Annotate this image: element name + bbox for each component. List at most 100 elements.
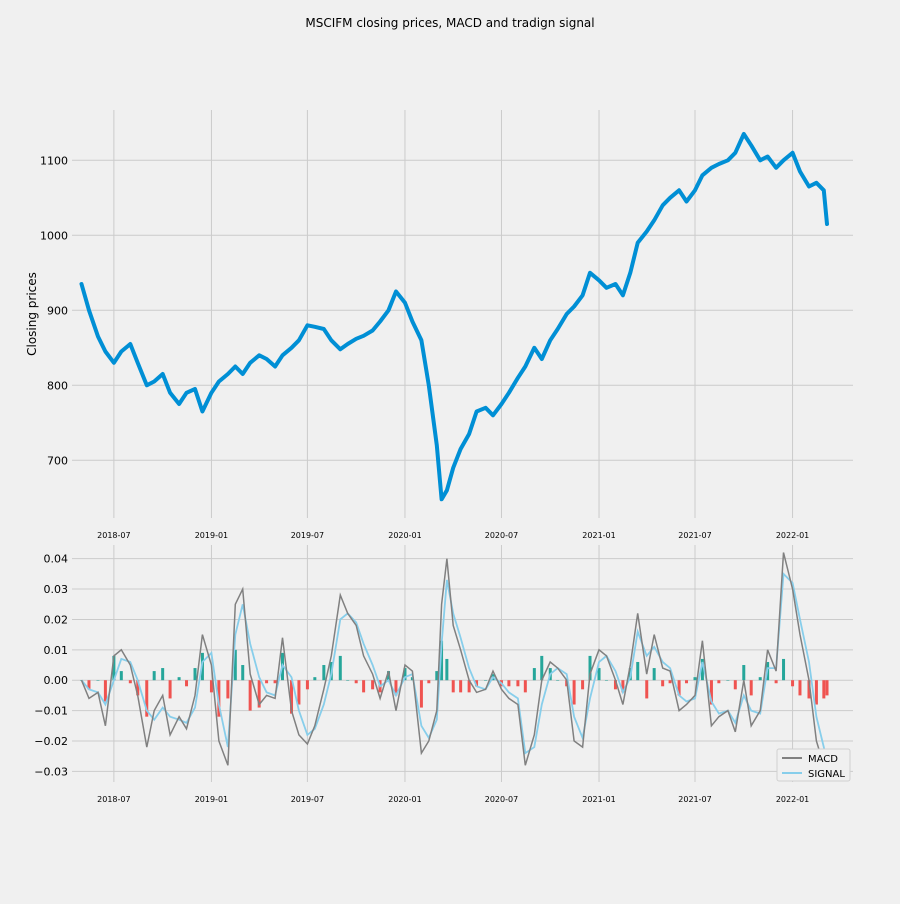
histogram-bar [726, 680, 730, 681]
histogram-bar [516, 680, 520, 687]
price-y-tick-label: 1000 [40, 229, 68, 242]
histogram-bar [387, 671, 391, 681]
histogram-bar [427, 680, 431, 684]
histogram-bar [313, 677, 317, 681]
histogram-bar [177, 677, 181, 681]
macd-x-tick-label: 2019-07 [291, 795, 324, 804]
histogram-bar [556, 680, 560, 681]
histogram-bar [248, 680, 252, 711]
histogram-bar [297, 680, 301, 705]
macd-y-tick-label: −0.01 [34, 705, 68, 718]
legend-label-signal: SIGNAL [808, 769, 845, 780]
histogram-bar [152, 671, 156, 681]
histogram-bar [572, 680, 576, 705]
histogram-bar [825, 680, 829, 696]
signal-line [80, 571, 828, 763]
histogram-bar [233, 649, 237, 681]
histogram-bar [241, 665, 245, 681]
histogram-bar [371, 680, 375, 690]
macd-x-tick-label: 2020-01 [388, 795, 421, 804]
histogram-bar [523, 680, 527, 693]
price-y-tick-label: 1100 [40, 154, 68, 167]
histogram-bar [305, 680, 309, 690]
price-y-tick-label: 700 [47, 454, 68, 467]
histogram-bar [693, 677, 697, 681]
histogram-bar [265, 680, 269, 684]
price-x-tick-label: 2021-01 [582, 531, 615, 540]
histogram-bar [435, 671, 439, 681]
histogram-bar [209, 680, 213, 693]
histogram-bar [661, 680, 665, 687]
histogram-bar [193, 668, 197, 681]
histogram-bar [749, 680, 753, 696]
macd-x-tick-label: 2021-01 [582, 795, 615, 804]
histogram-bar [645, 680, 649, 699]
macd-y-tick-label: −0.03 [34, 765, 68, 778]
histogram-bar [652, 668, 656, 681]
figure-title: MSCIFM closing prices, MACD and tradign … [305, 16, 595, 30]
price-y-tick-label: 800 [47, 379, 68, 392]
macd-x-tick-label: 2018-07 [97, 795, 130, 804]
histogram-bar [677, 680, 681, 696]
macd-x-tick-label: 2020-07 [485, 795, 518, 804]
histogram-bar [774, 680, 778, 684]
histogram-bar [419, 680, 423, 708]
macd-y-tick-label: 0.00 [44, 674, 69, 687]
histogram-bar [709, 680, 713, 705]
macd-y-tick-label: 0.01 [44, 644, 69, 657]
macd-x-tick-label: 2019-01 [195, 795, 228, 804]
price-y-tick-label: 900 [47, 304, 68, 317]
histogram-bar [354, 680, 358, 684]
histogram-bar [322, 665, 326, 681]
price-x-tick-label: 2021-07 [678, 531, 711, 540]
histogram-bar [581, 680, 585, 690]
histogram-bar [822, 680, 826, 699]
price-x-tick-label: 2020-01 [388, 531, 421, 540]
price-x-tick-label: 2019-07 [291, 531, 324, 540]
histogram-bar [484, 680, 488, 681]
histogram-bar [273, 680, 277, 684]
histogram-bar [733, 680, 737, 690]
histogram-bar [145, 680, 149, 717]
macd-x-tick-label: 2022-01 [776, 795, 809, 804]
histogram-bar [742, 665, 746, 681]
macd-x-tick-label: 2021-07 [678, 795, 711, 804]
price-x-tick-label: 2020-07 [485, 531, 518, 540]
histogram-bar [685, 680, 689, 684]
histogram-bar [103, 680, 107, 702]
macd-y-tick-label: 0.04 [44, 553, 69, 566]
histogram-bar [758, 677, 762, 681]
histogram-bar [613, 680, 617, 690]
macd-line [80, 552, 828, 778]
histogram-bar [346, 680, 350, 681]
histogram-bar [475, 680, 479, 687]
histogram-bar [87, 680, 91, 690]
histogram-bar [588, 655, 592, 681]
legend-label-macd: MACD [808, 754, 838, 765]
macd-y-tick-label: −0.02 [34, 735, 68, 748]
histogram-bar [338, 655, 342, 681]
histogram-bar [668, 680, 672, 684]
histogram-bar [807, 680, 811, 699]
histogram-bar [798, 680, 802, 696]
macd-y-tick-label: 0.03 [44, 583, 69, 596]
histogram-bar [636, 661, 640, 681]
histogram-bar [136, 680, 140, 696]
price-series-line [79, 132, 829, 502]
histogram-bar [440, 640, 444, 681]
histogram-bar [362, 680, 366, 693]
price-x-tick-label: 2022-01 [776, 531, 809, 540]
price-axes: 2018-07 2019-01 2019-07 2020-01 2020-07 2021-… [40, 110, 853, 540]
histogram-bar [604, 680, 608, 681]
histogram-bar [161, 668, 165, 681]
histogram-bar [112, 655, 116, 681]
histogram-bar [791, 680, 795, 687]
histogram-bar [700, 658, 704, 681]
histogram-bar [507, 680, 511, 687]
histogram-bar [394, 680, 398, 696]
legend: MACD SIGNAL [776, 748, 851, 782]
histogram-bar [128, 680, 132, 684]
price-x-tick-label: 2019-01 [195, 531, 228, 540]
histogram-bar [119, 671, 123, 681]
